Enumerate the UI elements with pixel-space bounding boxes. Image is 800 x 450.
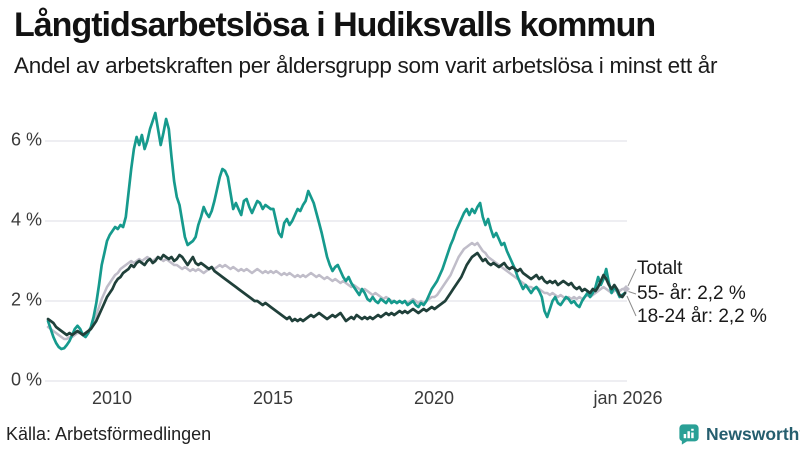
x-tick-label-2020: 2020 bbox=[413, 388, 455, 408]
annotation-connector-18-24-ar bbox=[626, 295, 637, 317]
series-line-totalt bbox=[46, 241, 627, 341]
x-tick-label-jan-2026: jan 2026 bbox=[593, 388, 663, 408]
series-line-18-24-r bbox=[46, 111, 627, 351]
y-tick-label-2: 2 % bbox=[10, 289, 42, 310]
newsworthy-logo-icon bbox=[679, 424, 699, 445]
series-label-totalt: Totalt bbox=[637, 258, 683, 279]
x-tick-label-2015: 2015 bbox=[252, 388, 294, 408]
x-tick-label-2010: 2010 bbox=[91, 388, 133, 408]
newsworthy-brand-text: Newsworthy bbox=[706, 423, 800, 444]
series-label-18-24-ar: 18-24 år: 2,2 % bbox=[637, 306, 767, 327]
series-label-55-ar: 55- år: 2,2 % bbox=[637, 283, 746, 304]
annotation-connector-totalt bbox=[627, 268, 637, 287]
newsworthy-brand: Newsworthy bbox=[678, 423, 800, 445]
y-tick-label-4: 4 % bbox=[10, 209, 42, 230]
source-note: Källa: Arbetsförmedlingen bbox=[6, 424, 212, 444]
page-title: Långtidsarbetslösa i Hudiksvalls kommun bbox=[14, 6, 656, 44]
y-tick-label-6: 6 % bbox=[10, 129, 42, 150]
series-line-55-r bbox=[46, 251, 627, 337]
end-marker-totalt bbox=[622, 285, 630, 293]
page-subtitle: Andel av arbetskraften per åldersgrupp s… bbox=[14, 53, 718, 78]
annotation-connector-55-ar bbox=[628, 291, 637, 295]
y-tick-label-0: 0 % bbox=[10, 369, 42, 390]
